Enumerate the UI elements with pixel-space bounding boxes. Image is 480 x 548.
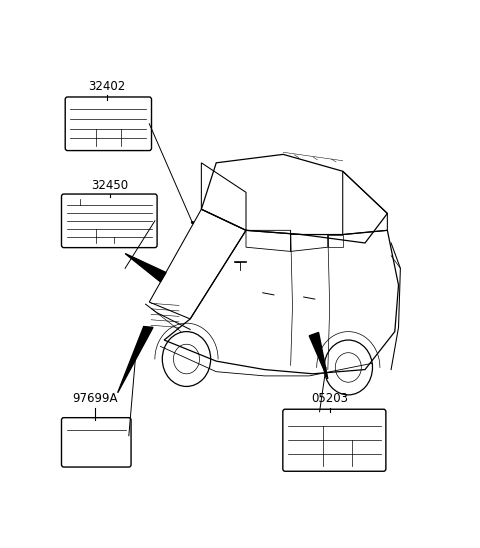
FancyBboxPatch shape (65, 97, 152, 151)
FancyBboxPatch shape (61, 418, 131, 467)
Text: 32450: 32450 (92, 179, 129, 192)
FancyBboxPatch shape (61, 194, 157, 248)
Polygon shape (309, 333, 328, 379)
Text: 32402: 32402 (88, 80, 125, 93)
FancyBboxPatch shape (283, 409, 386, 471)
Polygon shape (118, 327, 153, 393)
Text: 05203: 05203 (311, 392, 348, 406)
Text: 97699A: 97699A (72, 392, 118, 406)
Polygon shape (125, 254, 166, 282)
